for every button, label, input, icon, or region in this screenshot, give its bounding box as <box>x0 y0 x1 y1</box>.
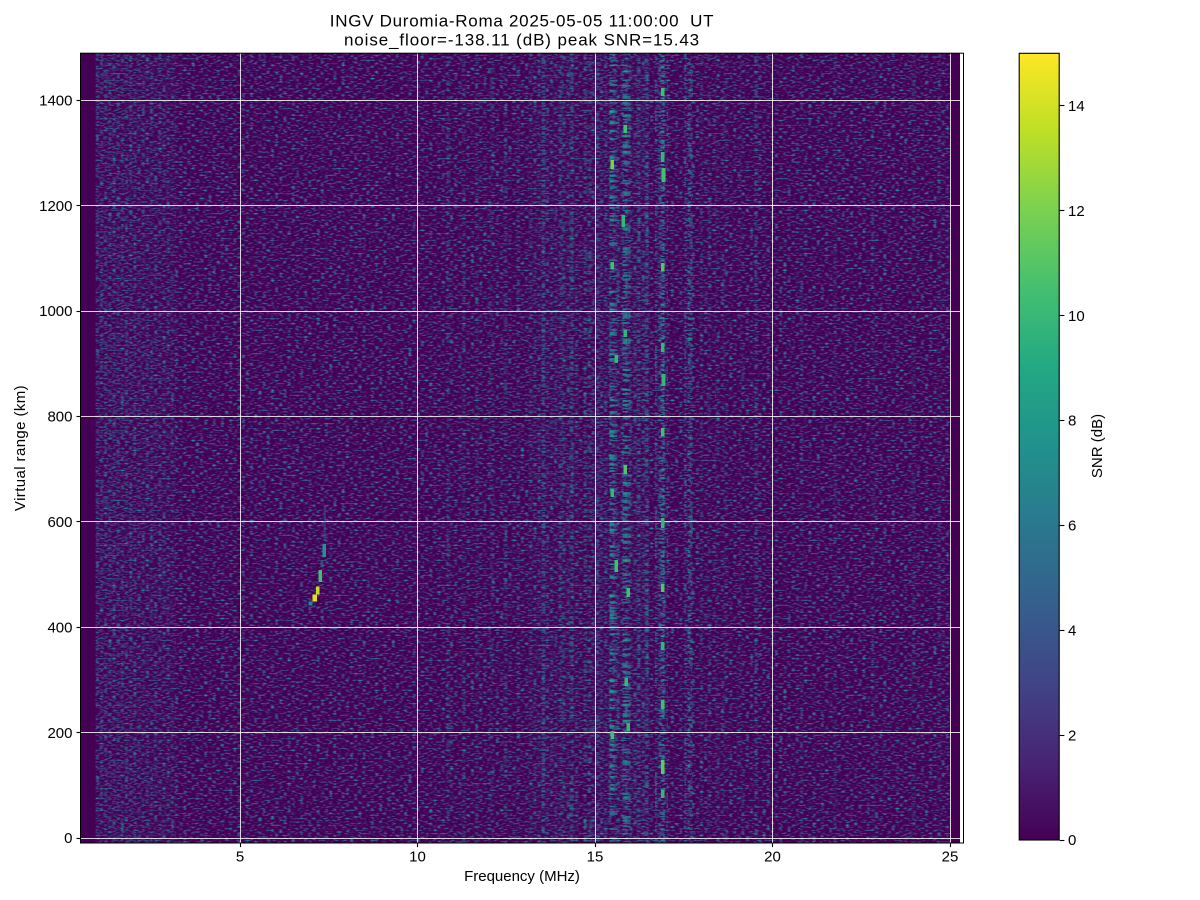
svg-text:6: 6 <box>1068 518 1076 535</box>
svg-text:5: 5 <box>236 849 244 866</box>
svg-text:0: 0 <box>64 830 72 847</box>
svg-text:10: 10 <box>409 849 426 866</box>
svg-text:20: 20 <box>764 849 781 866</box>
svg-text:800: 800 <box>47 409 72 426</box>
svg-text:10: 10 <box>1068 308 1085 325</box>
svg-text:15: 15 <box>587 849 604 866</box>
svg-text:1000: 1000 <box>39 303 72 320</box>
svg-text:1200: 1200 <box>39 198 72 215</box>
svg-text:2: 2 <box>1068 727 1076 744</box>
svg-text:noise_floor=-138.11 (dB) peak: noise_floor=-138.11 (dB) peak SNR=15.43 <box>344 31 700 50</box>
svg-text:25: 25 <box>942 849 959 866</box>
svg-text:0: 0 <box>1068 832 1076 849</box>
svg-text:Frequency (MHz): Frequency (MHz) <box>464 868 580 885</box>
svg-text:200: 200 <box>47 725 72 742</box>
svg-text:4: 4 <box>1068 622 1076 639</box>
svg-text:INGV Duromia-Roma 2025-05-05 1: INGV Duromia-Roma 2025-05-05 11:00:00 UT <box>330 12 714 31</box>
svg-text:SNR (dB): SNR (dB) <box>1089 414 1106 478</box>
svg-text:8: 8 <box>1068 413 1076 430</box>
svg-text:Virtual range (km): Virtual range (km) <box>12 385 29 511</box>
svg-text:600: 600 <box>47 514 72 531</box>
svg-text:12: 12 <box>1068 203 1085 220</box>
svg-text:400: 400 <box>47 619 72 636</box>
svg-text:1400: 1400 <box>39 92 72 109</box>
svg-text:14: 14 <box>1068 98 1085 115</box>
